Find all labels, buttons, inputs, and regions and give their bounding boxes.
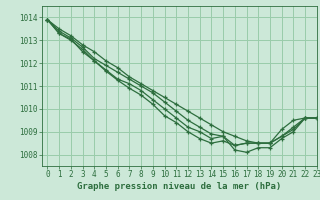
X-axis label: Graphe pression niveau de la mer (hPa): Graphe pression niveau de la mer (hPa) <box>77 182 281 191</box>
